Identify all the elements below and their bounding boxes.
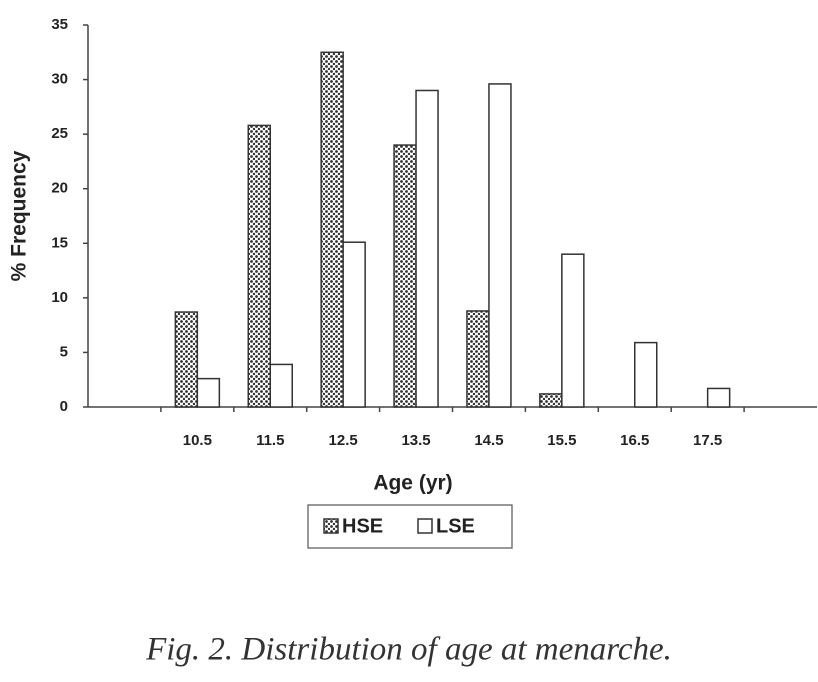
bar <box>342 241 366 408</box>
x-tick-label: 14.5 <box>474 432 503 449</box>
y-tick-label: 10 <box>51 289 68 306</box>
caption: Fig. 2. Distribution of age at menarche. <box>145 632 672 668</box>
y-tick-label: 25 <box>51 125 68 142</box>
x-axis-label: Age (yr) <box>373 472 452 495</box>
bar <box>393 144 417 408</box>
bar <box>634 341 658 408</box>
bar <box>561 253 585 408</box>
x-tick-label: 13.5 <box>401 432 430 449</box>
x-tick-label: 10.5 <box>183 432 212 449</box>
bar <box>196 377 221 408</box>
bar <box>269 363 293 408</box>
bar <box>247 124 271 408</box>
legend-label: HSE <box>342 515 383 537</box>
legend-label: LSE <box>436 515 475 537</box>
y-tick-label: 15 <box>51 234 68 251</box>
y-tick-label: 20 <box>51 180 68 197</box>
x-tick-label: 11.5 <box>256 432 284 449</box>
bar <box>174 311 199 408</box>
x-tick-label: 16.5 <box>620 432 649 449</box>
bar <box>320 51 344 408</box>
x-tick-label: 17.5 <box>693 432 722 449</box>
legend-box <box>307 504 513 549</box>
bar <box>466 310 490 408</box>
y-tick-label: 30 <box>51 71 68 88</box>
bar <box>706 387 731 408</box>
bar <box>539 393 563 408</box>
y-tick-label: 35 <box>51 16 68 33</box>
legend-swatch <box>417 518 433 534</box>
y-tick-label: 5 <box>60 343 68 360</box>
x-tick-label: 12.5 <box>329 432 358 449</box>
legend-swatch <box>323 518 339 534</box>
y-axis-label: % Frequency <box>8 150 31 281</box>
x-tick-label: 15.5 <box>547 432 576 449</box>
y-tick-label: 0 <box>60 398 68 415</box>
bar <box>415 89 439 408</box>
bar <box>488 83 512 408</box>
